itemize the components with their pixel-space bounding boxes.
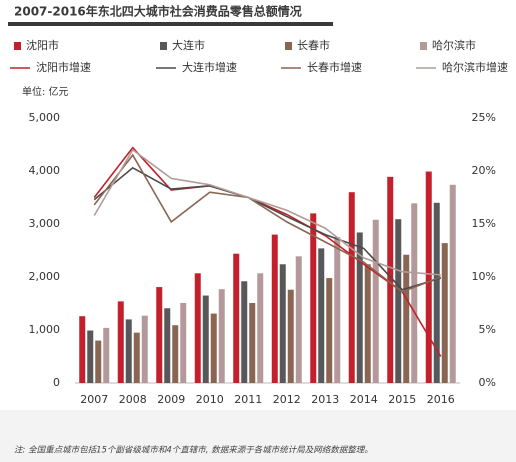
y2-tick-label: 5%: [479, 323, 496, 336]
bar: [95, 340, 102, 383]
bar: [249, 302, 256, 383]
legend-label: 沈阳市: [26, 38, 59, 52]
bar: [364, 264, 371, 383]
growth-line: [93, 146, 442, 357]
y-tick-label: 5,000: [29, 111, 61, 124]
y-axis-unit: 单位: 亿元: [22, 85, 69, 98]
title-bar: [8, 22, 333, 26]
bar: [79, 316, 86, 383]
bar: [194, 273, 201, 383]
legend-label: 长春市增速: [307, 60, 362, 74]
legend-swatch: [14, 42, 21, 50]
legend-swatch: [420, 42, 427, 50]
bar: [180, 302, 187, 383]
bar: [279, 264, 286, 383]
y-tick-label: 1,000: [29, 323, 61, 336]
bar: [310, 213, 317, 383]
growth-line: [93, 148, 441, 276]
bar: [449, 184, 456, 383]
x-tick-label: 2009: [157, 393, 185, 406]
bar: [395, 219, 402, 383]
x-tick-label: 2013: [311, 393, 339, 406]
legend-label: 沈阳市增速: [36, 60, 91, 74]
x-tick-label: 2016: [427, 393, 455, 406]
bar: [257, 273, 264, 383]
legend-swatch: [285, 42, 292, 50]
bar: [334, 237, 341, 383]
y-tick-label: 2,000: [29, 270, 61, 283]
bar: [87, 330, 94, 383]
growth-line: [93, 166, 441, 291]
footnote: 注: 全国重点城市包括15个副省级城市和4个直辖市, 数据来源于各城市统计局及网…: [14, 445, 373, 456]
legend-label: 大连市增速: [182, 60, 237, 74]
bar: [287, 289, 294, 383]
chart-title: 2007-2016年东北四大城市社会消费品零售总额情况: [14, 4, 302, 19]
bar: [103, 327, 110, 383]
bar: [356, 232, 363, 383]
x-tick-label: 2011: [234, 393, 262, 406]
bar: [433, 202, 440, 383]
growth-line: [93, 153, 442, 293]
bar: [210, 313, 217, 383]
y-tick-label: 3,000: [29, 217, 61, 230]
y2-tick-label: 15%: [472, 217, 496, 230]
bar: [233, 253, 240, 383]
bar: [117, 301, 124, 383]
x-tick-label: 2012: [273, 393, 301, 406]
footer-band: [0, 410, 516, 462]
y2-tick-label: 20%: [472, 164, 496, 177]
x-tick-label: 2008: [119, 393, 147, 406]
bar: [441, 243, 448, 383]
bar: [125, 319, 132, 383]
x-tick-label: 2014: [350, 393, 378, 406]
y-tick-label: 4,000: [29, 164, 61, 177]
bar: [156, 287, 163, 383]
y2-tick-label: 25%: [472, 111, 496, 124]
bar: [271, 234, 278, 383]
y2-tick-label: 0%: [479, 376, 496, 389]
bar: [164, 308, 171, 383]
bar: [425, 171, 432, 383]
bar: [241, 281, 248, 383]
bar: [295, 256, 302, 383]
bar: [133, 332, 140, 383]
bar: [172, 325, 179, 383]
bar: [387, 176, 394, 383]
y-tick-label: 0: [53, 376, 60, 389]
x-tick-label: 2007: [80, 393, 108, 406]
legend-label: 大连市: [172, 38, 205, 52]
y2-tick-label: 10%: [472, 270, 496, 283]
bar: [348, 192, 355, 383]
bar: [318, 248, 325, 383]
bar: [141, 315, 148, 383]
bar: [403, 254, 410, 383]
x-tick-label: 2015: [388, 393, 416, 406]
bar: [372, 219, 379, 383]
bar: [326, 278, 333, 383]
bar: [218, 289, 225, 383]
x-tick-label: 2010: [196, 393, 224, 406]
legend-label: 长春市: [297, 38, 330, 52]
legend-label: 哈尔滨市: [432, 38, 476, 52]
legend-swatch: [160, 42, 167, 50]
legend-label: 哈尔滨市增速: [442, 60, 508, 74]
bar: [202, 295, 209, 383]
bar: [411, 203, 418, 383]
